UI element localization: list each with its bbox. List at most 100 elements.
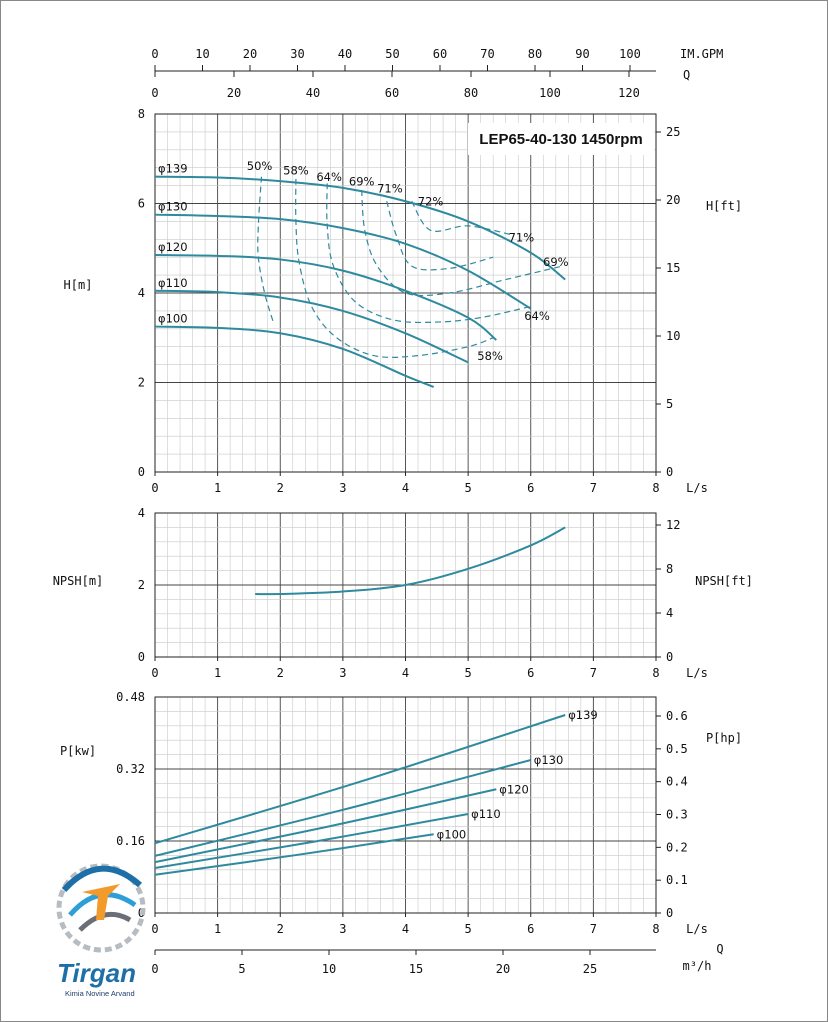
head-curve-label: φ139 bbox=[158, 162, 188, 176]
m3h-tick-label: 5 bbox=[238, 962, 245, 976]
power-curve-label: φ120 bbox=[499, 782, 529, 796]
efficiency-label: 50% bbox=[247, 159, 273, 173]
y-tick-label: 0 bbox=[138, 650, 145, 664]
x-tick-label: 0 bbox=[151, 666, 158, 680]
x-tick-label: 5 bbox=[465, 922, 472, 936]
right-tick-label: 0 bbox=[666, 465, 673, 479]
x-axis-label: L/s bbox=[686, 666, 708, 680]
q-tick-label: 100 bbox=[539, 86, 561, 100]
right-axis-label: NPSH[ft] bbox=[695, 574, 753, 588]
q-axis-label: Q bbox=[683, 68, 690, 82]
x-axis-label: L/s bbox=[686, 481, 708, 495]
x-tick-label: 5 bbox=[465, 481, 472, 495]
efficiency-label: 69% bbox=[543, 255, 569, 269]
x-tick-label: 3 bbox=[339, 922, 346, 936]
gpm-axis-label: IM.GPM bbox=[680, 47, 723, 61]
gpm-tick-label: 80 bbox=[528, 47, 542, 61]
head-curve-φ100 bbox=[154, 325, 435, 388]
right-tick-label: 15 bbox=[666, 261, 680, 275]
y-axis-label: P[kw] bbox=[60, 744, 96, 758]
power-curve-φ110 bbox=[154, 813, 469, 869]
right-tick-label: 0.1 bbox=[666, 873, 688, 887]
x-axis-label: L/s bbox=[686, 922, 708, 936]
power-curve-φ130 bbox=[154, 759, 532, 857]
efficiency-label: 64% bbox=[524, 309, 550, 323]
x-tick-label: 7 bbox=[590, 481, 597, 495]
head-curve-φ110 bbox=[154, 289, 469, 364]
right-tick-label: 0.2 bbox=[666, 840, 688, 854]
power-curve-label: φ110 bbox=[471, 807, 501, 821]
logo-tagline: Kimia Novine Arvand bbox=[65, 989, 135, 998]
x-tick-label: 0 bbox=[151, 922, 158, 936]
right-tick-label: 0.5 bbox=[666, 742, 688, 756]
x-tick-label: 4 bbox=[402, 922, 409, 936]
x-tick-label: 1 bbox=[214, 666, 221, 680]
power-curve-label: φ139 bbox=[568, 708, 598, 722]
x-tick-label: 5 bbox=[465, 666, 472, 680]
efficiency-label: 64% bbox=[316, 170, 342, 184]
efficiency-label: 71% bbox=[509, 231, 535, 245]
x-tick-label: 4 bbox=[402, 481, 409, 495]
efficiency-isoline bbox=[411, 200, 513, 236]
efficiency-label: 72% bbox=[418, 195, 444, 209]
y-axis-label: NPSH[m] bbox=[53, 574, 104, 588]
x-tick-label: 8 bbox=[652, 666, 659, 680]
power-curve-φ139 bbox=[154, 714, 566, 845]
y-tick-label: 4 bbox=[138, 506, 145, 520]
efficiency-isoline bbox=[257, 176, 275, 325]
right-tick-label: 0.3 bbox=[666, 808, 688, 822]
y-tick-label: 0.32 bbox=[116, 762, 145, 776]
y-axis-label: H[m] bbox=[64, 278, 93, 292]
head-curve-φ120 bbox=[154, 253, 497, 341]
right-tick-label: 8 bbox=[666, 562, 673, 576]
right-tick-label: 4 bbox=[666, 606, 673, 620]
x-tick-label: 7 bbox=[590, 666, 597, 680]
npsh-curve bbox=[255, 526, 566, 596]
x-tick-label: 2 bbox=[277, 666, 284, 680]
gpm-tick-label: 90 bbox=[575, 47, 589, 61]
m3h-tick-label: 10 bbox=[322, 962, 336, 976]
right-tick-label: 20 bbox=[666, 193, 680, 207]
gpm-tick-label: 0 bbox=[151, 47, 158, 61]
x-tick-label: 3 bbox=[339, 666, 346, 680]
y-tick-label: 4 bbox=[138, 286, 145, 300]
q-tick-label: 20 bbox=[227, 86, 241, 100]
right-tick-label: 10 bbox=[666, 329, 680, 343]
head-curve-label: φ120 bbox=[158, 240, 188, 254]
x-tick-label: 3 bbox=[339, 481, 346, 495]
efficiency-isoline bbox=[386, 201, 494, 271]
y-tick-label: 2 bbox=[138, 376, 145, 390]
tirgan-logo: Tirgan Kimia Novine Arvand bbox=[56, 863, 146, 998]
head-curve-φ130 bbox=[154, 213, 532, 310]
power-curve-label: φ100 bbox=[437, 827, 467, 841]
y-tick-label: 6 bbox=[138, 197, 145, 211]
x-tick-label: 2 bbox=[277, 481, 284, 495]
y-tick-label: 2 bbox=[138, 578, 145, 592]
efficiency-isoline bbox=[361, 190, 563, 297]
x-tick-label: 6 bbox=[527, 481, 534, 495]
right-tick-label: 5 bbox=[666, 397, 673, 411]
x-tick-label: 7 bbox=[590, 922, 597, 936]
gpm-tick-label: 40 bbox=[338, 47, 352, 61]
right-tick-label: 0 bbox=[666, 906, 673, 920]
m3h-tick-label: 15 bbox=[409, 962, 423, 976]
gpm-tick-label: 70 bbox=[480, 47, 494, 61]
head-curve-label: φ110 bbox=[158, 276, 188, 290]
efficiency-label: 58% bbox=[477, 349, 503, 363]
x-tick-label: 1 bbox=[214, 481, 221, 495]
efficiency-isoline bbox=[295, 178, 494, 358]
q-tick-label: 60 bbox=[385, 86, 399, 100]
x-tick-label: 2 bbox=[277, 922, 284, 936]
title-background bbox=[468, 123, 654, 155]
right-tick-label: 0.4 bbox=[666, 775, 688, 789]
m3h-tick-label: 0 bbox=[151, 962, 158, 976]
right-tick-label: 0.6 bbox=[666, 709, 688, 723]
logo-wordmark: Tirgan bbox=[57, 958, 136, 988]
efficiency-label: 69% bbox=[349, 175, 375, 189]
right-tick-label: 12 bbox=[666, 518, 680, 532]
head-curve-label: φ130 bbox=[158, 200, 188, 214]
gpm-tick-label: 30 bbox=[290, 47, 304, 61]
gpm-tick-label: 10 bbox=[195, 47, 209, 61]
